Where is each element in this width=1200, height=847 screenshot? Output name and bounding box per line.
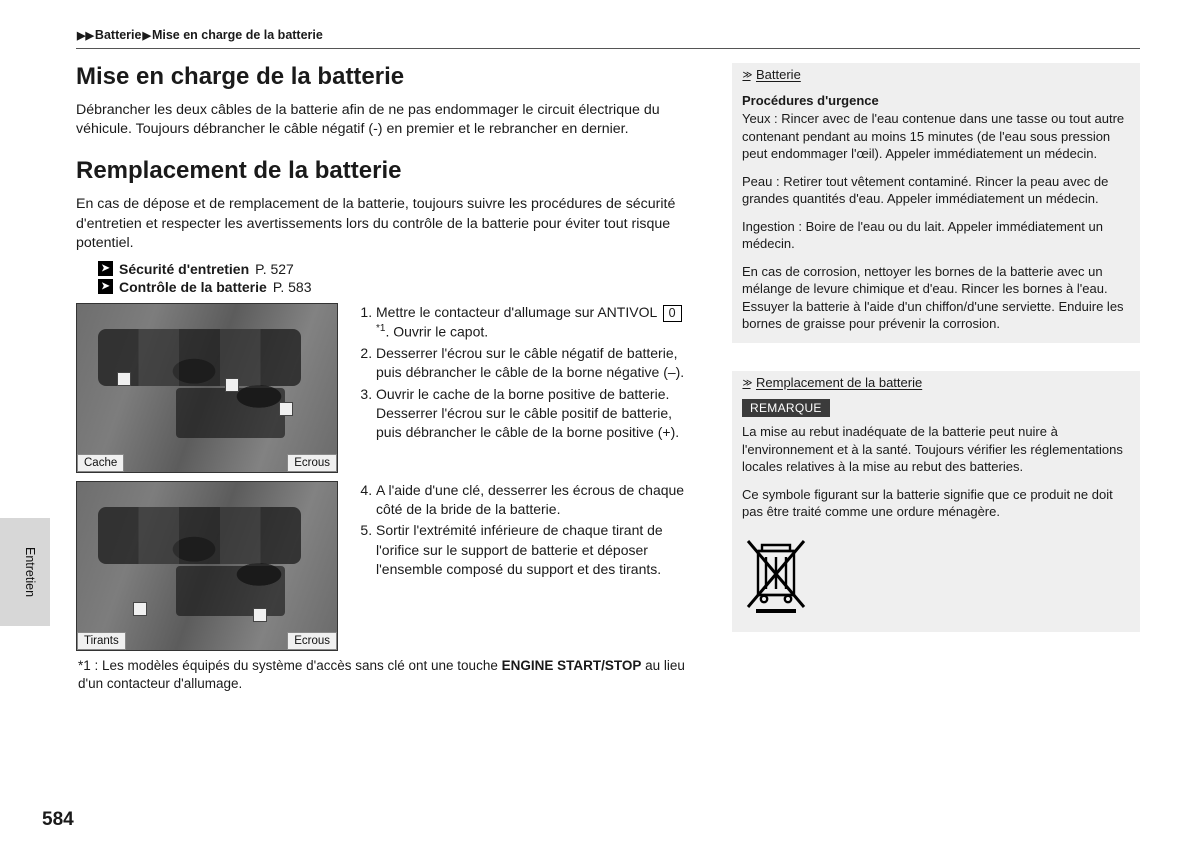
info-box-battery: ≫ Batterie Procédures d'urgence Yeux : Ri… [732, 63, 1140, 343]
info-para: Ingestion : Boire de l'eau ou du lait. A… [742, 218, 1130, 253]
xref-arrow-icon: ➤ [98, 279, 113, 294]
key-0-icon: 0 [663, 305, 682, 322]
figure-battery-terminals: Cache Ecrous [76, 303, 338, 473]
info-head: ≫ Batterie [742, 63, 1130, 85]
xref-page: P. 583 [273, 279, 312, 295]
footnote: *1 : Les modèles équipés du système d'ac… [78, 657, 696, 693]
breadcrumb: ▶▶Batterie▶Mise en charge de la batterie [76, 28, 1140, 42]
divider [76, 48, 1140, 49]
step-1: Mettre le contacteur d'allumage sur ANTI… [376, 303, 696, 342]
info-box-replacement: ≫ Remplacement de la batterie REMARQUE La… [732, 371, 1140, 632]
callout-box [253, 608, 267, 622]
chevron-icon: ≫ [742, 377, 750, 389]
xref-control: ➤ Contrôle de la batterie P. 583 [98, 279, 696, 295]
info-text: La mise au rebut inadéquate de la batter… [742, 423, 1130, 521]
xref-label: Contrôle de la batterie [119, 279, 267, 295]
notice-badge: REMARQUE [742, 399, 830, 417]
weee-crossed-bin-icon [742, 533, 1130, 622]
procedure-row-2: Tirants Ecrous A l'aide d'une clé, desse… [76, 481, 696, 651]
heading-replacement: Remplacement de la batterie [76, 157, 696, 185]
paragraph: En cas de dépose et de remplacement de l… [76, 195, 696, 253]
callout-box [133, 602, 147, 616]
xref-page: P. 527 [255, 261, 294, 277]
info-para: Peau : Retirer tout vêtement contaminé. … [742, 173, 1130, 208]
info-para: Ce symbole figurant sur la batterie sign… [742, 486, 1130, 521]
breadcrumb-a: Batterie [95, 28, 142, 42]
figure-label-right: Ecrous [287, 454, 337, 472]
info-para: En cas de corrosion, nettoyer les bornes… [742, 263, 1130, 333]
main-column: Mise en charge de la batterie Débrancher… [76, 63, 696, 693]
xref-security: ➤ Sécurité d'entretien P. 527 [98, 261, 696, 277]
page: ▶▶Batterie▶Mise en charge de la batterie… [0, 0, 1200, 847]
info-para: Yeux : Rincer avec de l'eau contenue dan… [742, 110, 1130, 163]
callout-box [279, 402, 293, 416]
figure-label-left: Tirants [77, 632, 126, 650]
footnote-bold: ENGINE START/STOP [502, 658, 642, 673]
xref-label: Sécurité d'entretien [119, 261, 249, 277]
breadcrumb-b: Mise en charge de la batterie [152, 28, 323, 42]
info-para: La mise au rebut inadéquate de la batter… [742, 423, 1130, 476]
info-head: ≫ Remplacement de la batterie [742, 371, 1130, 393]
step-5: Sortir l'extrémité inférieure de chaque … [376, 521, 696, 579]
info-head-text: Batterie [756, 67, 801, 82]
step-4: A l'aide d'une clé, desserrer les écrous… [376, 481, 696, 520]
chevron-icon: ≫ [742, 69, 750, 81]
xref-arrow-icon: ➤ [98, 261, 113, 276]
step-text: . Ouvrir le capot. [385, 324, 488, 340]
callout-box [117, 372, 131, 386]
step-2: Desserrer l'écrou sur le câble négatif d… [376, 344, 696, 383]
chevron-icon: ▶▶ [77, 30, 94, 42]
figure-label-left: Cache [77, 454, 124, 472]
footnote-text: *1 : Les modèles équipés du système d'ac… [78, 658, 502, 673]
info-subhead: Procédures d'urgence [742, 93, 1130, 108]
figure-battery-bracket: Tirants Ecrous [76, 481, 338, 651]
steps-list-1: Mettre le contacteur d'allumage sur ANTI… [356, 303, 696, 473]
figure-label-right: Ecrous [287, 632, 337, 650]
steps-list-2: A l'aide d'une clé, desserrer les écrous… [356, 481, 696, 651]
info-head-text: Remplacement de la batterie [756, 375, 922, 390]
callout-box [225, 378, 239, 392]
step-3: Ouvrir le cache de la borne positive de … [376, 385, 696, 443]
step-text: Mettre le contacteur d'allumage sur ANTI… [376, 304, 661, 320]
procedure-row-1: Cache Ecrous Mettre le contacteur d'allu… [76, 303, 696, 473]
heading-charging: Mise en charge de la batterie [76, 63, 696, 91]
sidebar-column: ≫ Batterie Procédures d'urgence Yeux : Ri… [732, 63, 1140, 693]
info-text: Yeux : Rincer avec de l'eau contenue dan… [742, 110, 1130, 333]
paragraph: Débrancher les deux câbles de la batteri… [76, 101, 696, 139]
chevron-icon: ▶ [142, 30, 150, 42]
